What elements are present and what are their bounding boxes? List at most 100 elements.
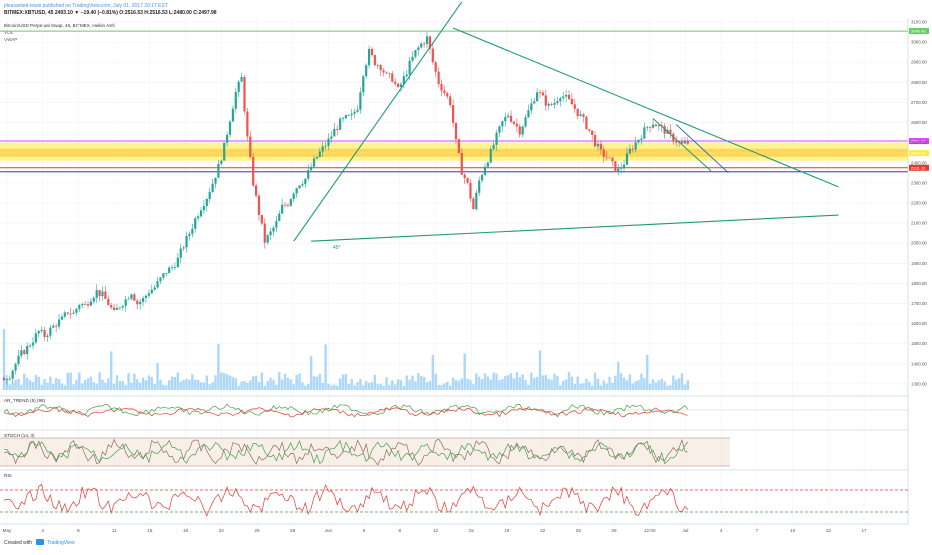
volume-bar [243, 380, 246, 390]
volume-bar [480, 379, 484, 390]
price-tick-label: 2000.00 [911, 241, 927, 246]
candle-body [359, 92, 362, 110]
candle-body [17, 355, 20, 364]
volume-bar [454, 379, 458, 390]
candle-body [675, 141, 678, 143]
candle-body [246, 111, 249, 137]
candle-body [153, 287, 156, 290]
price-tick-label: 1500.00 [911, 341, 927, 346]
volume-bar [115, 375, 119, 390]
candle-body [593, 135, 597, 147]
candle-body [234, 91, 237, 109]
tradingview-logo-icon[interactable] [36, 539, 44, 545]
volume-bar [535, 376, 539, 390]
volume-bar [89, 376, 93, 390]
candle-body [104, 291, 107, 299]
volume-bar [312, 376, 316, 390]
candle-body [651, 124, 655, 128]
volume-bar [54, 378, 58, 390]
candle-body [591, 130, 594, 136]
volume-bar [78, 372, 81, 390]
candle-body [611, 157, 614, 162]
price-tick-label: 1700.00 [911, 301, 927, 306]
level-price-tag [909, 28, 929, 35]
volume-bar [576, 376, 579, 390]
volume-bar [622, 377, 626, 390]
candle-body [5, 379, 8, 381]
candle-body [37, 330, 40, 334]
volume-bar [202, 382, 206, 390]
rsi-line [3, 483, 689, 517]
candle-body [257, 195, 261, 216]
volume-bar [92, 382, 96, 390]
volume-bar [344, 374, 348, 390]
candle-body [596, 143, 600, 147]
time-tick-label: 4 [720, 528, 723, 533]
candle-body [492, 144, 495, 150]
volume-bar [373, 374, 377, 390]
volume-bar [550, 379, 553, 390]
volume-bar [249, 380, 252, 390]
trendline [293, 1, 463, 242]
adx-green-line [3, 403, 689, 417]
candle-body [466, 178, 469, 183]
candle-body [130, 294, 133, 299]
volume-bar [599, 385, 603, 390]
volume-bar [289, 379, 293, 390]
volume-bar [278, 372, 281, 390]
candle-body [405, 74, 408, 77]
volume-bar [573, 383, 576, 390]
volume-bar [585, 378, 588, 390]
candle-body [379, 65, 382, 71]
candle-body [31, 342, 35, 346]
volume-bar [269, 377, 272, 390]
time-tick-label: 29 [290, 528, 296, 533]
trendlines [293, 1, 839, 242]
candle-body [194, 218, 197, 229]
time-tick-label: 26 [576, 528, 582, 533]
volume-bar [393, 384, 397, 390]
candle-body [460, 152, 463, 175]
candle-body [489, 149, 492, 163]
candle-body [649, 126, 652, 128]
adx-red-line [3, 406, 688, 418]
candle-body [472, 198, 475, 210]
axes: 3100.00 3000.00 2900.00 2800.00 2700.00 2600.… [3, 20, 928, 533]
publisher-line[interactable]: pleasanted-lewis published on TradingVie… [4, 3, 168, 9]
candle-body [573, 104, 576, 109]
volume-bar [81, 383, 84, 390]
volume-bar [434, 373, 437, 390]
volume-bar [298, 373, 301, 390]
price-tick-label: 1300.00 [911, 381, 927, 386]
candle-body [663, 126, 666, 134]
volume-bar [428, 380, 432, 390]
time-tick-label: 4 [41, 528, 44, 533]
volume-bar [179, 381, 182, 390]
volume-bar [121, 381, 124, 390]
footer-brand[interactable]: TradingView [47, 540, 75, 546]
candle-body [620, 168, 623, 169]
price-tick-label: 1800.00 [911, 281, 927, 286]
price-tick-label: 1600.00 [911, 321, 927, 326]
volume-bar [492, 372, 495, 390]
volume-bar [631, 383, 634, 390]
candle-body [304, 178, 307, 185]
volume-bar [657, 380, 661, 390]
volume-bar [341, 374, 345, 390]
candle-body [347, 115, 350, 116]
candle-body [356, 109, 359, 112]
candle-body [588, 129, 591, 131]
volume-bar [663, 381, 666, 390]
volume-bar [396, 379, 400, 390]
trendline [675, 124, 729, 174]
volume-bar [257, 382, 261, 390]
volume-bar [286, 377, 290, 390]
candle-body [20, 350, 23, 356]
volume-bar [254, 375, 258, 390]
volume-bar [602, 380, 605, 390]
volume-bar [150, 376, 153, 390]
candle-body [509, 115, 513, 122]
candle-body [483, 166, 487, 175]
